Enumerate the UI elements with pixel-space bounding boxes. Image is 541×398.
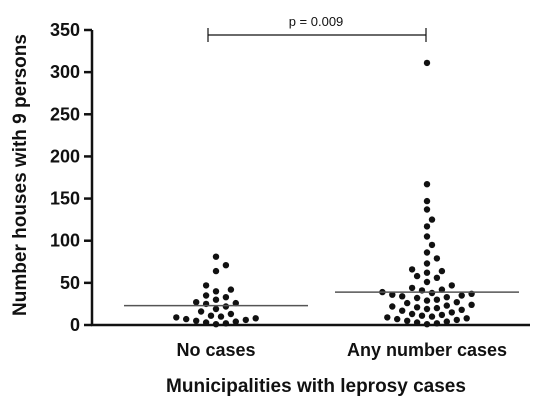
- data-point: [413, 319, 421, 326]
- data-point: [433, 296, 441, 303]
- median-lines: [124, 291, 519, 307]
- data-point: [453, 299, 460, 306]
- y-tick-label: 150: [50, 189, 80, 209]
- data-point: [399, 293, 406, 300]
- y-axis-title: Number houses with 9 persons: [10, 34, 31, 316]
- data-point: [389, 291, 396, 298]
- y-axis: 0 50 100 150 200 250 300 350: [50, 20, 94, 335]
- data-point: [433, 320, 441, 327]
- data-point: [212, 296, 220, 303]
- data-point: [448, 309, 455, 316]
- data-point: [413, 294, 421, 302]
- data-point: [413, 272, 421, 280]
- data-point: [458, 306, 465, 313]
- data-point: [423, 321, 431, 328]
- data-point: [193, 299, 200, 306]
- data-point: [212, 321, 220, 328]
- data-point: [458, 292, 465, 299]
- data-point: [433, 255, 441, 262]
- data-point: [423, 249, 431, 256]
- x-category-label: No cases: [176, 340, 255, 360]
- data-point: [453, 316, 460, 324]
- data-point: [183, 315, 190, 323]
- data-point: [222, 294, 230, 301]
- y-tick-label: 300: [50, 62, 80, 82]
- data-point: [408, 284, 416, 292]
- data-point: [423, 278, 431, 286]
- data-point: [428, 289, 436, 297]
- data-point: [423, 269, 431, 276]
- data-point: [193, 317, 200, 324]
- data-point: [212, 267, 220, 275]
- data-point: [232, 318, 239, 325]
- data-point: [443, 294, 450, 301]
- data-point: [242, 316, 249, 324]
- data-point: [423, 297, 431, 304]
- data-point: [389, 303, 396, 310]
- data-point: [394, 315, 401, 323]
- data-point: [222, 320, 230, 327]
- data-point: [227, 286, 235, 293]
- data-point: [438, 267, 446, 275]
- data-point: [212, 305, 220, 313]
- data-point: [423, 181, 431, 188]
- data-point: [212, 253, 220, 260]
- data-point: [428, 241, 436, 249]
- y-tick-label: 200: [50, 146, 80, 166]
- y-tick-label: 100: [50, 231, 80, 251]
- y-tick-label: 250: [50, 104, 80, 124]
- data-point: [423, 305, 431, 313]
- data-point: [438, 311, 446, 319]
- data-point: [207, 312, 215, 319]
- data-point: [428, 313, 436, 320]
- p-value-label: p = 0.009: [289, 14, 344, 29]
- data-point: [433, 304, 441, 312]
- data-point: [202, 292, 210, 299]
- data-point: [399, 307, 406, 314]
- data-point: [252, 315, 259, 322]
- data-point: [408, 266, 416, 273]
- data-points: [173, 59, 475, 328]
- data-point: [222, 303, 230, 310]
- data-point: [212, 288, 220, 295]
- data-point: [413, 304, 421, 311]
- data-point: [443, 302, 450, 309]
- y-tick-label: 50: [60, 273, 80, 293]
- data-point: [423, 197, 431, 205]
- data-point: [438, 286, 446, 293]
- data-point: [222, 262, 230, 269]
- data-point: [423, 223, 431, 230]
- data-point: [202, 282, 210, 289]
- y-tick-label: 350: [50, 20, 80, 40]
- data-point: [423, 233, 431, 240]
- data-point: [404, 317, 411, 324]
- data-point: [448, 282, 455, 289]
- x-axis: No cases Any number cases: [91, 323, 530, 360]
- data-point: [197, 308, 205, 315]
- data-point: [404, 299, 411, 307]
- data-point: [423, 206, 431, 213]
- data-point: [428, 216, 436, 223]
- data-point: [463, 315, 470, 322]
- data-point: [232, 299, 239, 307]
- data-point: [408, 310, 416, 318]
- data-point: [173, 314, 180, 321]
- x-category-label: Any number cases: [347, 340, 507, 360]
- data-point: [202, 319, 210, 326]
- data-point: [384, 314, 391, 321]
- significance-annotation: p = 0.009: [207, 14, 427, 42]
- x-axis-title: Municipalities with leprosy cases: [166, 376, 466, 397]
- data-point: [423, 59, 431, 67]
- data-point: [433, 274, 441, 281]
- data-point: [418, 312, 426, 319]
- data-point: [443, 318, 450, 325]
- data-point: [468, 301, 475, 308]
- data-point: [217, 313, 225, 320]
- y-tick-label: 0: [70, 315, 80, 335]
- data-point: [227, 310, 235, 318]
- data-point: [423, 260, 431, 267]
